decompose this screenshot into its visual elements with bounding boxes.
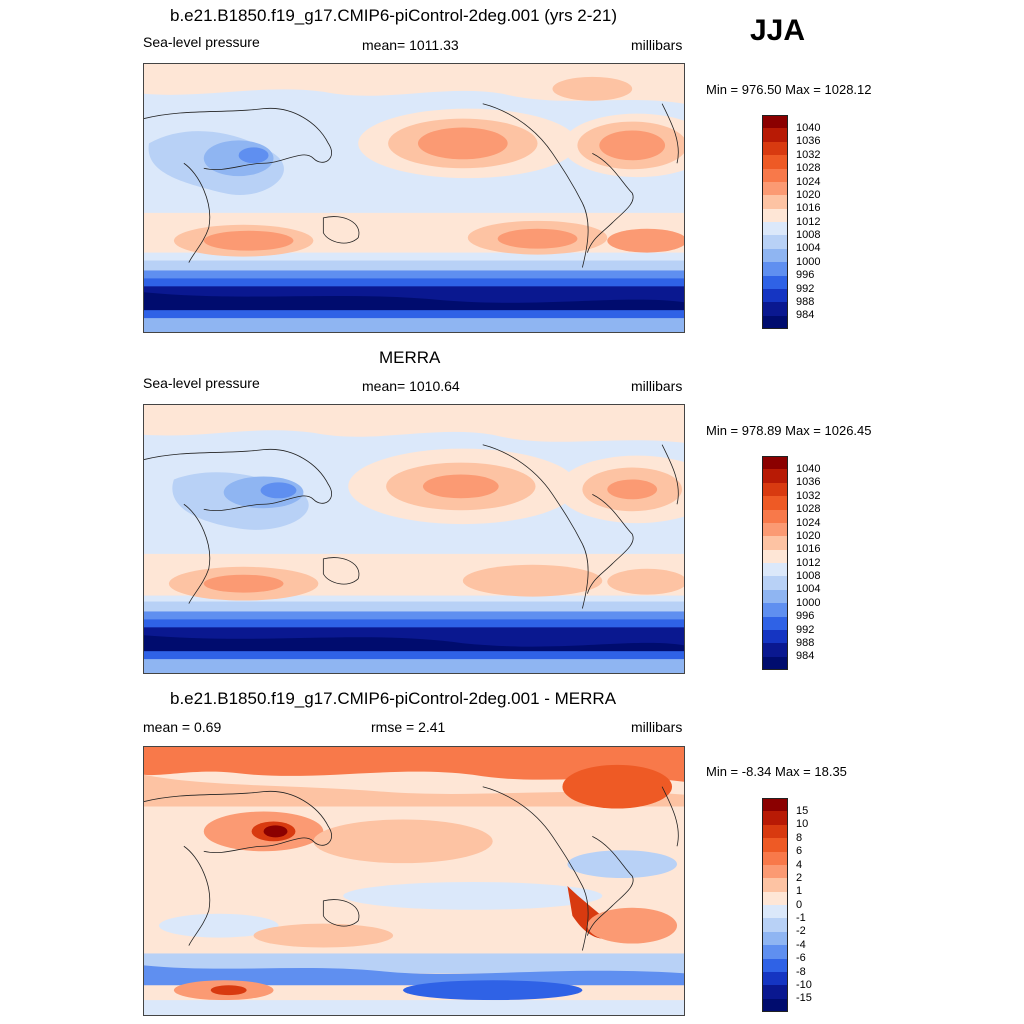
panel3-mean-label: mean = 0.69 [143,719,222,735]
colorbar-label: -6 [796,952,806,965]
colorbar-label: 996 [796,269,815,282]
panel1-left-label: Sea-level pressure [143,34,260,50]
panel1-colorbar: 1040 1036 1032 1028 1024 1020 1016 1012 … [762,115,820,329]
panel3-title: b.e21.B1850.f19_g17.CMIP6-piControl-2deg… [170,689,617,708]
colorbar-label: -15 [796,992,812,1005]
panel1-title: b.e21.B1850.f19_g17.CMIP6-piControl-2deg… [170,6,617,25]
colorbar-label: 1012 [796,556,821,569]
panel3-minmax: Min = -8.34 Max = 18.35 [706,764,847,779]
colorbar-label: 4 [796,858,803,871]
panel2-colorbar: 1040 1036 1032 1028 1024 1020 1016 1012 … [762,456,820,670]
colorbar-label: 992 [796,282,815,295]
colorbar-label: 2 [796,871,803,884]
colorbar-label: 1028 [796,503,821,516]
colorbar-label: 1024 [796,175,821,188]
colorbar-label: 1000 [796,255,821,268]
colorbar-label: 15 [796,805,809,817]
colorbar-label: 8 [796,831,803,844]
panel1-contour-field [144,64,684,332]
colorbar-label: 6 [796,845,803,858]
panel1-minmax: Min = 976.50 Max = 1028.12 [706,82,872,97]
colorbar-label: 0 [796,898,803,911]
colorbar-label: 1040 [796,122,821,134]
panel2-minmax: Min = 978.89 Max = 1026.45 [706,423,872,438]
panel3-contour-field [144,747,684,1015]
colorbar-label: 1004 [796,583,821,596]
panel3-colorbar: 15 10 8 6 4 2 1 0 -1 -2 -4 -6 -8 -10 -15 [762,798,812,1012]
colorbar-label: 1032 [796,148,821,161]
colorbar-label: 10 [796,818,809,831]
colorbar-label: 1036 [796,135,821,148]
colorbar-label: 988 [796,295,815,308]
colorbar-label: 1028 [796,162,821,175]
colorbar-label: 1016 [796,543,821,556]
panel2-left-label: Sea-level pressure [143,375,260,391]
panel1-mean-label: mean= 1011.33 [362,37,459,53]
colorbar-label: -8 [796,965,806,978]
colorbar-label: 1020 [796,188,821,201]
colorbar-label: 996 [796,610,815,623]
colorbar-label: 1016 [796,202,821,215]
panel2-units-label: millibars [631,378,683,394]
panel2-map [143,404,685,674]
colorbar-label: 992 [796,623,815,636]
season-label: JJA [750,14,806,47]
colorbar-label: 1024 [796,516,821,529]
panel3-rmse-label: rmse = 2.41 [371,719,446,735]
panel2-mean-label: mean= 1010.64 [362,378,460,394]
colorbar-label: 1032 [796,489,821,502]
colorbar-label: 1012 [796,215,821,228]
colorbar-label: 1036 [796,476,821,489]
colorbar-label: 1004 [796,242,821,255]
panel2-contour-field [144,405,684,673]
panel3-map [143,746,685,1016]
colorbar-label: -2 [796,925,806,938]
panel2-title: MERRA [379,348,441,367]
colorbar-label: -4 [796,938,806,951]
colorbar-label: 988 [796,636,815,649]
colorbar-label: 1 [796,885,803,898]
panel1-map [143,63,685,333]
panel1-units-label: millibars [631,37,683,53]
panel3-units-label: millibars [631,719,683,735]
colorbar-label: -10 [796,978,812,991]
colorbar-label: 984 [796,650,815,663]
colorbar-label: 1008 [796,570,821,582]
colorbar-label: 984 [796,309,815,322]
colorbar-label: -1 [796,912,806,924]
colorbar-label: 1040 [796,463,821,475]
colorbar-label: 1008 [796,229,821,241]
colorbar-label: 1000 [796,596,821,609]
colorbar-label: 1020 [796,529,821,542]
